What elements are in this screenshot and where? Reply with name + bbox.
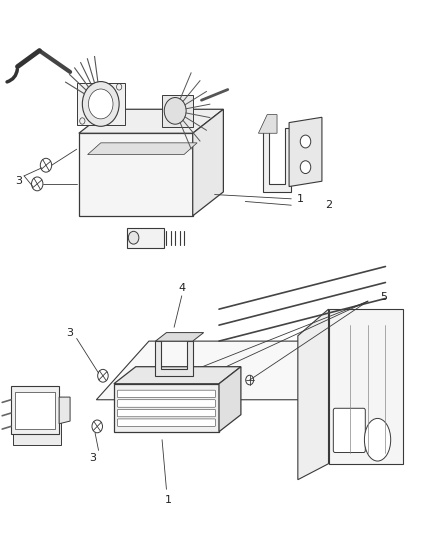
Polygon shape xyxy=(96,341,359,400)
Polygon shape xyxy=(77,83,125,125)
Polygon shape xyxy=(258,115,277,133)
FancyBboxPatch shape xyxy=(333,408,365,453)
Text: 2: 2 xyxy=(325,200,332,210)
Polygon shape xyxy=(114,367,241,384)
Text: 1: 1 xyxy=(165,495,172,505)
Polygon shape xyxy=(219,367,241,432)
Polygon shape xyxy=(114,384,219,432)
Polygon shape xyxy=(127,228,164,248)
Polygon shape xyxy=(162,95,193,127)
Text: 3: 3 xyxy=(89,454,96,463)
FancyBboxPatch shape xyxy=(128,135,167,147)
Polygon shape xyxy=(79,109,223,133)
Text: 5: 5 xyxy=(380,293,387,302)
Text: 3: 3 xyxy=(15,176,22,186)
FancyBboxPatch shape xyxy=(128,195,167,206)
FancyBboxPatch shape xyxy=(85,195,124,206)
FancyBboxPatch shape xyxy=(128,165,167,176)
FancyBboxPatch shape xyxy=(85,150,124,161)
FancyBboxPatch shape xyxy=(117,400,215,407)
Circle shape xyxy=(300,135,311,148)
Polygon shape xyxy=(298,309,328,480)
FancyBboxPatch shape xyxy=(128,150,167,161)
FancyBboxPatch shape xyxy=(117,409,215,417)
Circle shape xyxy=(88,89,113,119)
Ellipse shape xyxy=(364,418,391,461)
Text: 3: 3 xyxy=(67,328,74,338)
Polygon shape xyxy=(15,392,55,429)
Polygon shape xyxy=(328,309,403,464)
FancyBboxPatch shape xyxy=(128,180,167,191)
FancyBboxPatch shape xyxy=(117,390,215,398)
FancyBboxPatch shape xyxy=(85,165,124,176)
Polygon shape xyxy=(155,341,193,376)
Circle shape xyxy=(128,231,139,244)
Circle shape xyxy=(82,82,119,126)
FancyBboxPatch shape xyxy=(85,135,124,147)
Circle shape xyxy=(164,98,186,124)
Polygon shape xyxy=(88,143,197,155)
FancyBboxPatch shape xyxy=(85,180,124,191)
Bar xyxy=(302,138,308,145)
Text: 1: 1 xyxy=(297,194,304,204)
Polygon shape xyxy=(263,128,291,192)
Polygon shape xyxy=(11,386,59,434)
Polygon shape xyxy=(155,333,204,341)
Polygon shape xyxy=(289,117,322,187)
Circle shape xyxy=(300,161,311,174)
Polygon shape xyxy=(79,133,193,216)
Polygon shape xyxy=(13,397,61,445)
FancyBboxPatch shape xyxy=(117,419,215,426)
Text: 4: 4 xyxy=(178,283,185,293)
Polygon shape xyxy=(193,109,223,216)
Polygon shape xyxy=(59,397,70,424)
Bar xyxy=(302,164,308,171)
